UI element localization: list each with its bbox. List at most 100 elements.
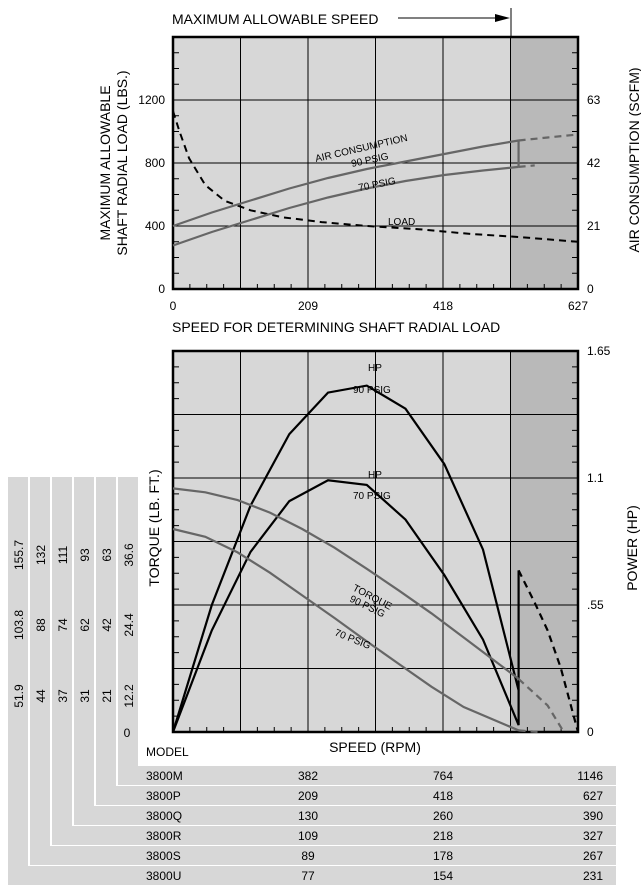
table-speed-cell: 89 (301, 849, 315, 863)
table-model-cell: 3800P (146, 789, 181, 803)
torque-curve (172, 527, 520, 732)
top-x-tick-label: 627 (568, 299, 588, 313)
torque-scale-value: 74 (56, 618, 70, 632)
table-speed-cell: 382 (298, 769, 318, 783)
top-series-group (172, 110, 579, 247)
torque-curve (518, 729, 539, 734)
table-speed-cell: 154 (433, 869, 453, 883)
torque-scale-value: 63 (100, 548, 114, 562)
bottom-right-axis-title: POWER (HP) (624, 505, 640, 591)
torque-scale-stripe (8, 477, 28, 884)
table-row-stripe (96, 786, 616, 805)
torque-curve (172, 487, 520, 680)
power-curve (517, 569, 580, 733)
top-plot-frame (171, 35, 580, 291)
table-model-cell: 3800M (146, 769, 183, 783)
torque-scale-value: 62 (78, 618, 92, 632)
table-speed-cell: 130 (298, 809, 318, 823)
bottom-gridlines (173, 351, 578, 732)
top-chart-title: MAXIMUM ALLOWABLE SPEED (172, 11, 378, 27)
table-speed-cell: 627 (583, 789, 603, 803)
top-y2-tick-label: 63 (587, 93, 601, 107)
torque-scale-stripe (96, 477, 116, 804)
table-speed-cell: 260 (433, 809, 453, 823)
bottom-x-axis-title: SPEED (RPM) (329, 739, 421, 755)
bottom-y2-tick-label: .55 (587, 598, 604, 612)
table-model-cell: 3800S (146, 849, 181, 863)
table-model-cell: 3800Q (146, 809, 182, 823)
bottom-series-group (171, 384, 580, 734)
top-x-tick-label: 209 (298, 299, 318, 313)
top-right-axis-title: AIR CONSUMPTION (SCFM) (626, 67, 641, 252)
top-curve-label-load: LOAD (388, 217, 415, 228)
speed-table-stripes (8, 766, 616, 885)
top-left-axis-title-line1: MAXIMUM ALLOWABLE (97, 85, 113, 240)
power-curve (171, 479, 520, 733)
air-consumption-curve (518, 133, 579, 142)
table-speed-cell: 209 (298, 789, 318, 803)
torque-scale-value: 155.7 (12, 540, 26, 570)
torque-scale-stripe (118, 477, 138, 784)
torque-scale-value: 103.8 (12, 610, 26, 640)
torque-scale-value: 24.4 (122, 613, 136, 637)
table-speed-cell: 77 (301, 869, 315, 883)
top-x-tick-label: 418 (433, 299, 453, 313)
torque-scale-stripe (30, 477, 50, 864)
air-consumption-curve (172, 165, 519, 247)
air-consumption-curve (172, 139, 519, 228)
table-model-cell: 3800U (146, 869, 181, 883)
table-speed-cell: 267 (583, 849, 603, 863)
bottom-left-axis-title: TORQUE (LB. FT.) (146, 469, 162, 586)
torque-scale-value: 12.2 (122, 684, 136, 708)
top-gridlines (173, 37, 578, 289)
table-speed-cell: 109 (298, 829, 318, 843)
table-speed-cell: 218 (433, 829, 453, 843)
table-speed-cell: 390 (583, 809, 603, 823)
speed-table: 3800M 382 764 1146 3800P 209 418 627 3800Q 130 260… (146, 769, 603, 883)
top-y2-tick-label: 42 (587, 156, 601, 170)
top-y-tick-label: 1200 (138, 93, 165, 107)
table-row-stripe (74, 806, 616, 825)
top-tick-labels: 0 209 418 627 0 400 800 1200 0 21 42 63 (138, 93, 600, 313)
table-model-cell: 3800R (146, 829, 182, 843)
table-header-model: MODEL (146, 745, 189, 759)
torque-scale-value: 93 (78, 548, 92, 562)
torque-scale-value: 36.6 (122, 543, 136, 567)
torque-scale-stripe (52, 477, 72, 844)
top-x-axis-title: SPEED FOR DETERMINING SHAFT RADIAL LOAD (172, 319, 500, 335)
table-row-stripe (52, 826, 616, 845)
torque-scale-value: 88 (34, 618, 48, 632)
hp90-label-psig: 90 PSIG (353, 385, 391, 396)
air-consumption-curve (518, 164, 535, 168)
table-speed-cell: 1146 (577, 769, 603, 783)
torque-scale-value: 132 (34, 545, 48, 565)
power-curve (171, 384, 520, 733)
torque-scale-value: 42 (100, 618, 114, 632)
torque-scale-value: 31 (78, 689, 92, 703)
torque-scale-value: 37 (56, 689, 70, 703)
table-speed-cell: 178 (433, 849, 453, 863)
torque-scale-value: 21 (100, 689, 114, 703)
bottom-y2-tick-label: 0 (587, 725, 594, 739)
torque-scale-stripe (74, 477, 94, 824)
top-y2-tick-label: 0 (587, 282, 594, 296)
hp90-label-hp: HP (368, 363, 382, 374)
torque-curve (517, 678, 565, 733)
load-curve (172, 110, 579, 243)
top-y2-tick-label: 21 (587, 219, 601, 233)
table-speed-cell: 764 (433, 769, 453, 783)
top-x-tick-label: 0 (170, 299, 177, 313)
torque-zero-label: 0 (124, 726, 131, 740)
torque-scale-value: 44 (34, 689, 48, 703)
table-row-stripe (118, 766, 616, 785)
top-y-tick-label: 800 (145, 156, 165, 170)
table-speed-cell: 231 (583, 869, 603, 883)
title-arrow-head (495, 14, 510, 22)
table-speed-cell: 418 (433, 789, 453, 803)
hp70-label-psig: 70 PSIG (353, 491, 391, 502)
table-row-stripe (8, 866, 616, 885)
hp70-label-hp: HP (368, 470, 382, 481)
table-row-stripe (30, 846, 616, 865)
torque-scale-value: 51.9 (12, 684, 26, 708)
